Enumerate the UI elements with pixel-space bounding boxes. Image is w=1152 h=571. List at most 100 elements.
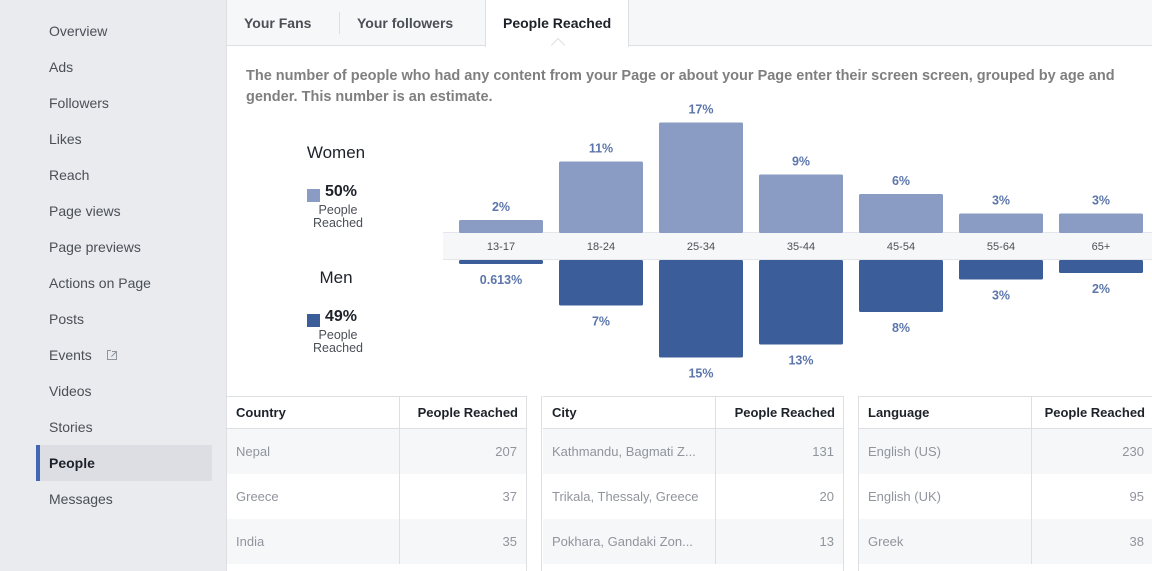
men-bar[interactable]	[1059, 260, 1143, 273]
age-tick-label: 18-24	[587, 241, 615, 253]
sidebar-item-stories[interactable]: Stories	[36, 409, 212, 445]
people-reached-column-header[interactable]: People Reached	[715, 397, 843, 429]
men-bar[interactable]	[459, 260, 543, 264]
men-bar[interactable]	[959, 260, 1043, 280]
sidebar-nav: Overview Ads Followers Likes Reach Page views…	[0, 0, 212, 571]
women-reached-label: Reached	[312, 216, 364, 230]
women-bar-label: 3%	[992, 194, 1010, 208]
table-header: Country People Reached	[227, 397, 526, 429]
men-percent: 49%	[325, 308, 358, 325]
sidebar-item-label: People	[49, 455, 95, 471]
tab-divider	[339, 12, 340, 34]
men-bar-label: 0.613%	[480, 273, 522, 287]
sidebar-item-label: Messages	[49, 491, 113, 507]
women-bar-label: 2%	[492, 200, 510, 214]
main-panel: Your Fans Your followers People Reached …	[226, 0, 1152, 571]
city-count: 13	[715, 519, 843, 564]
sidebar-item-label: Actions on Page	[49, 275, 151, 291]
city-table: City People Reached Kathmandu, Bagmati Z…	[543, 396, 843, 571]
country-name: Greece	[236, 489, 279, 504]
age-gender-bar-chart: 2% 0.613% 13-17 11% 7% 18-24 17% 15% 25-34 9% 13% 3…	[459, 103, 1143, 381]
men-bar-label: 15%	[688, 367, 713, 381]
women-bar[interactable]	[1059, 213, 1143, 234]
women-bar[interactable]	[959, 213, 1043, 234]
people-reached-column-header[interactable]: People Reached	[399, 397, 526, 429]
city-name: Pokhara, Gandaki Zon...	[552, 534, 693, 549]
men-legend-title: Men	[319, 268, 353, 287]
table-row: Pokhara, Gandaki Zon... 13	[543, 519, 843, 564]
women-bar-label: 6%	[892, 174, 910, 188]
sidebar-item-overview[interactable]: Overview	[36, 13, 212, 49]
sidebar-item-page-views[interactable]: Page views	[36, 193, 212, 229]
men-bar[interactable]	[559, 260, 643, 306]
sidebar-item-label: Page previews	[49, 239, 141, 255]
men-bar[interactable]	[859, 260, 943, 312]
women-bar-label: 9%	[792, 155, 810, 169]
language-column-header[interactable]: Language	[868, 405, 930, 420]
language-count: 38	[1031, 519, 1152, 564]
table-row: Nepal 207	[227, 429, 526, 474]
age-tick-label: 35-44	[787, 241, 815, 253]
table-row: India 35	[227, 519, 526, 564]
table-row: Greece 37	[227, 474, 526, 519]
women-percent: 50%	[325, 183, 358, 200]
city-name: Trikala, Thessaly, Greece	[552, 489, 699, 504]
language-count: 95	[1031, 474, 1152, 519]
country-name: Nepal	[236, 444, 270, 459]
sidebar-item-label: Ads	[49, 59, 74, 75]
women-color-swatch	[307, 189, 320, 202]
men-bar[interactable]	[659, 260, 743, 358]
women-bar[interactable]	[859, 194, 943, 233]
sidebar-item-label: Overview	[49, 23, 108, 39]
table-row: Greek 38	[859, 519, 1152, 564]
sidebar-item-label: Page views	[49, 203, 121, 219]
sidebar-item-videos[interactable]: Videos	[36, 373, 212, 409]
country-column-header[interactable]: Country	[236, 405, 286, 420]
sidebar-item-events[interactable]: Events	[36, 337, 212, 373]
table-row: Trikala, Thessaly, Greece 20	[543, 474, 843, 519]
city-count: 131	[715, 429, 843, 474]
tab-your-followers[interactable]: Your followers	[357, 15, 454, 31]
language-name: English (US)	[868, 444, 941, 459]
women-bar-label: 17%	[688, 103, 713, 117]
sidebar-item-label: Videos	[49, 383, 92, 399]
women-bar[interactable]	[759, 174, 843, 234]
table-row: English (US) 230	[859, 429, 1152, 474]
age-tick-label: 25-34	[687, 241, 715, 253]
sidebar-item-actions-on-page[interactable]: Actions on Page	[36, 265, 212, 301]
language-name: English (UK)	[868, 489, 941, 504]
city-column-header[interactable]: City	[552, 405, 577, 420]
sidebar-item-label: Stories	[49, 419, 93, 435]
table-row: English (UK) 95	[859, 474, 1152, 519]
women-bar[interactable]	[659, 122, 743, 234]
people-reached-column-header[interactable]: People Reached	[1031, 397, 1152, 429]
women-legend-title: Women	[306, 143, 366, 162]
tab-your-fans[interactable]: Your Fans	[244, 15, 312, 31]
age-tick-label: 45-54	[887, 241, 915, 253]
women-people-label: People	[318, 203, 358, 217]
sidebar-item-label: Followers	[49, 95, 109, 111]
sidebar-item-likes[interactable]: Likes	[36, 121, 212, 157]
sidebar-item-messages[interactable]: Messages	[36, 481, 212, 517]
country-count: 207	[399, 429, 526, 474]
men-bar[interactable]	[759, 260, 843, 345]
external-link-icon	[106, 338, 118, 374]
table-gap	[526, 396, 542, 571]
men-bar-label: 8%	[892, 321, 910, 335]
sidebar-item-reach[interactable]: Reach	[36, 157, 212, 193]
sidebar-item-posts[interactable]: Posts	[36, 301, 212, 337]
chart-description: The number of people who had any content…	[246, 68, 1115, 105]
sidebar-item-label: Reach	[49, 167, 90, 183]
sidebar-item-followers[interactable]: Followers	[36, 85, 212, 121]
men-bar-label: 13%	[788, 354, 813, 368]
sidebar-item-page-previews[interactable]: Page previews	[36, 229, 212, 265]
sidebar-item-people[interactable]: People	[36, 445, 212, 481]
men-people-label: People	[318, 328, 358, 342]
men-bar-label: 2%	[1092, 282, 1110, 296]
sidebar-item-ads[interactable]: Ads	[36, 49, 212, 85]
age-tick-label: 13-17	[487, 241, 515, 253]
women-bar[interactable]	[459, 220, 543, 233]
women-bar[interactable]	[559, 161, 643, 234]
men-bar-label: 3%	[992, 289, 1010, 303]
age-tick-label: 65+	[1092, 241, 1111, 253]
